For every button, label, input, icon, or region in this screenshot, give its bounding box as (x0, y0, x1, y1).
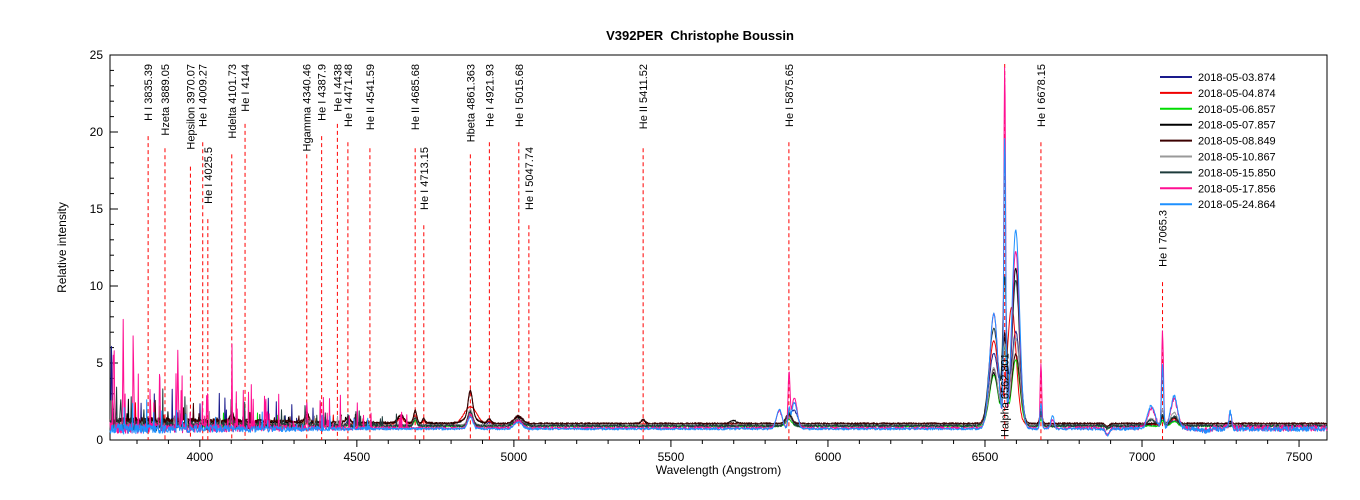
x-axis-label: Wavelength (Angstrom) (656, 463, 782, 477)
legend-label: 2018-05-15.850 (1198, 167, 1276, 179)
spectral-line-label: H I 3835.39 (143, 64, 155, 121)
series-2018-05-03-874 (109, 330, 1328, 430)
spectral-line-label: Hgamma 4340.46 (302, 64, 314, 151)
spectral-line-label: He I 4025.5 (203, 147, 215, 204)
x-tick-label: 5500 (658, 450, 685, 464)
spectral-line-label: He I 4387.9 (317, 64, 329, 121)
spectral-line-label: He I 5875.65 (784, 64, 796, 127)
y-tick-label: 5 (96, 356, 103, 370)
spectral-line-label: He I 6678.15 (1036, 64, 1048, 127)
spectral-line-label: He I 4471.48 (343, 64, 355, 127)
spectral-line-label: He II 4685.68 (410, 64, 422, 130)
spectral-line-label: He I 5047.74 (524, 147, 536, 210)
legend-label: 2018-05-17.856 (1198, 183, 1276, 195)
spectral-line-label: He I 4144 (240, 64, 252, 112)
spectral-line-label: Hdelta 4101.73 (227, 64, 239, 139)
spectral-line-label: He I 5015.68 (514, 64, 526, 127)
spectral-line-label: He I 4438 (332, 64, 344, 112)
y-axis-label: Relative intensity (55, 202, 69, 293)
legend-label: 2018-05-04.874 (1198, 88, 1276, 100)
spectral-line-label: He II 5411.52 (638, 64, 650, 129)
x-tick-label: 4500 (344, 450, 371, 464)
series-2018-05-17-856 (109, 66, 1328, 436)
spectral-line-label: He I 4921.93 (484, 64, 496, 127)
spectral-line-label: Halpha 6562.801 (1000, 353, 1012, 437)
spectral-line-label: Hzeta 3889.05 (160, 64, 172, 136)
legend-label: 2018-05-06.857 (1198, 104, 1276, 116)
x-tick-label: 6000 (815, 450, 842, 464)
x-tick-label: 7000 (1129, 450, 1156, 464)
x-tick-label: 6500 (972, 450, 999, 464)
plot-border (109, 54, 1328, 441)
series-2018-05-15-850 (109, 276, 1328, 432)
legend-label: 2018-05-08.849 (1198, 136, 1276, 148)
legend-label: 2018-05-03.874 (1198, 72, 1276, 84)
spectral-line-label: Hepsilon 3970.07 (185, 64, 197, 150)
series-2018-05-04-874 (109, 306, 1328, 429)
spectral-line-label: Hbeta 4861.363 (465, 64, 477, 142)
series-2018-05-08-849 (109, 332, 1328, 428)
legend-label: 2018-05-07.857 (1198, 120, 1276, 132)
series-2018-05-24-864 (109, 138, 1327, 437)
legend-label: 2018-05-24.864 (1198, 199, 1276, 211)
spectral-line-label: He I 4009.27 (198, 64, 210, 127)
y-tick-label: 20 (90, 125, 104, 139)
y-tick-label: 25 (90, 48, 104, 62)
x-tick-label: 5000 (501, 450, 528, 464)
chart-title: V392PER Christophe Boussin (606, 28, 794, 43)
y-tick-label: 10 (90, 279, 104, 293)
spectral-line-label: He I 4713.15 (419, 147, 431, 210)
legend-label: 2018-05-10.867 (1198, 152, 1276, 164)
x-tick-label: 7500 (1286, 450, 1313, 464)
x-tick-label: 4000 (186, 450, 213, 464)
y-tick-label: 15 (90, 202, 104, 216)
spectral-line-label: He II 4541.59 (365, 64, 377, 130)
y-tick-label: 0 (96, 433, 103, 447)
series-2018-05-07-857 (109, 267, 1328, 428)
spectral-line-label: He I 7065.3 (1158, 210, 1170, 267)
